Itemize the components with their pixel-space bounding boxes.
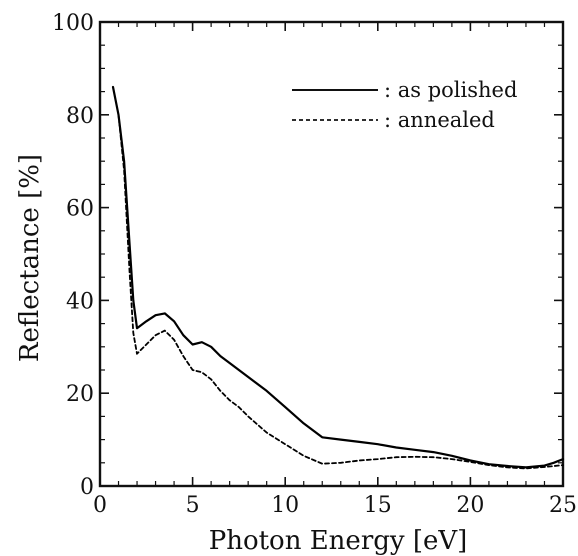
- y-axis-title: Reflectance [%]: [15, 154, 45, 362]
- legend-label-annealed: : annealed: [384, 108, 495, 132]
- series-line-annealed: [117, 113, 564, 470]
- x-tick-label: 5: [186, 493, 200, 518]
- x-axis-title: Photon Energy [eV]: [209, 526, 468, 556]
- axis-ticks: 0 5 10 15 20 25 0 20 40 60 80 100: [52, 11, 577, 518]
- series-layer: [111, 85, 565, 470]
- y-tick-label: 0: [80, 475, 94, 500]
- x-tick-label: 20: [456, 493, 484, 518]
- x-tick-label: 25: [549, 493, 577, 518]
- x-tick-label: 0: [93, 493, 107, 518]
- y-tick-label: 40: [66, 289, 94, 314]
- y-tick-label: 80: [66, 104, 94, 129]
- y-tick-label: 60: [66, 197, 94, 222]
- legend-label-as-polished: : as polished: [384, 78, 517, 102]
- x-tick-label: 10: [271, 493, 299, 518]
- series-line-as-polished: [111, 85, 565, 469]
- x-tick-label: 15: [364, 493, 392, 518]
- legend: : as polished : annealed: [292, 78, 517, 132]
- y-tick-label: 20: [66, 382, 94, 407]
- y-tick-label: 100: [52, 11, 94, 36]
